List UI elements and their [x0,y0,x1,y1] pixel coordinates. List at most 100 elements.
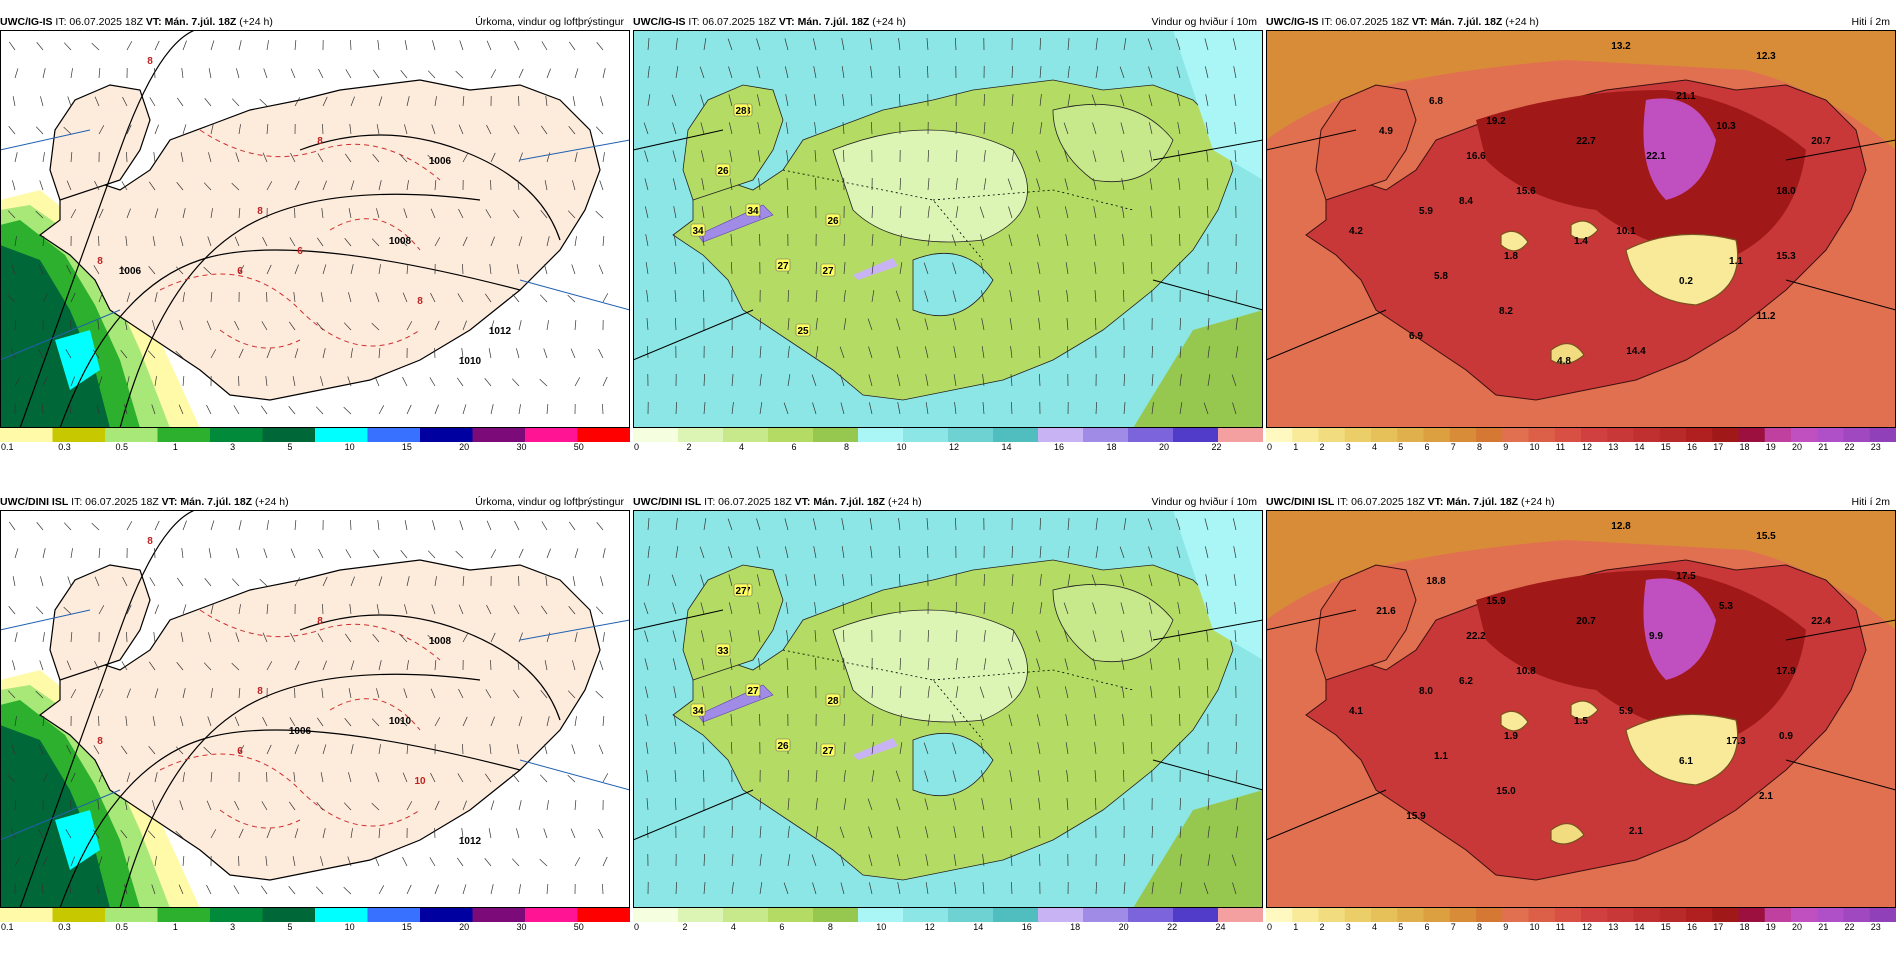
colorbar-swatch [473,908,526,922]
colorbar-swatch [1292,908,1319,922]
temperature-label: 10.3 [1716,121,1736,132]
colorbar-swatch [1128,908,1174,922]
colorbar-swatch [813,908,859,922]
colorbar-swatch [1128,428,1174,442]
temperature-label: 16.6 [1466,151,1486,162]
panel-header: UWC/IG-IS IT: 06.07.2025 18Z VT: Mán. 7.… [633,14,1263,30]
temperature-label: 6.8 [1429,96,1443,107]
temperature-label: 8.0 [1419,686,1433,697]
colorbar-swatch [420,428,473,442]
temperature-label: 11.2 [1757,311,1776,322]
lead-time: (+24 h) [885,496,921,508]
colorbar-tick-label: 5 [287,442,292,452]
gust-label: 26 [777,741,789,752]
temp-colorbar [1266,908,1896,922]
colorbar-swatch [948,908,994,922]
precip-colorbar [0,908,630,922]
lead-time: (+24 h) [1518,496,1554,508]
colorbar-swatch [633,908,679,922]
temperature-label: 6.9 [1409,331,1423,342]
colorbar-tick-label: 16 [1054,442,1064,452]
colorbar-swatch [1397,908,1424,922]
colorbar-tick-label: 50 [574,922,584,932]
colorbar-tick-label: 3 [1346,922,1351,932]
colorbar-swatch [1634,428,1661,442]
colorbar-tick-label: 11 [1556,442,1565,452]
colorbar-swatch [1266,908,1293,922]
temperature-label: 19.2 [1486,116,1506,127]
colorbar-tick-label: 7 [1451,922,1456,932]
colorbar-tick-label: 22 [1845,922,1855,932]
init-time: IT: 06.07.2025 18Z [701,496,794,508]
colorbar-swatch [993,908,1039,922]
colorbar-swatch [1476,428,1503,442]
model-name: UWC/IG-IS [1266,16,1319,28]
temperature-label: 1.1 [1434,751,1448,762]
colorbar-tick-label: 14 [1002,442,1012,452]
temperature-label: 20.7 [1576,616,1596,627]
colorbar-tick-label: 17 [1713,922,1723,932]
colorbar-swatch [1371,908,1398,922]
temperature-label: 1.8 [1504,251,1518,262]
colorbar-tick-label: 12 [925,922,935,932]
colorbar-tick-label: 30 [516,922,526,932]
colorbar-swatch [1607,908,1634,922]
colorbar-tick-label: 8 [828,922,833,932]
colorbar-tick-label: 8 [1477,922,1482,932]
temperature-label: 8.2 [1499,306,1513,317]
contour-label: 1010 [389,716,412,727]
colorbar-tick-label: 5 [1398,442,1403,452]
colorbar-swatch [1266,428,1293,442]
contour-label: 8 [317,136,323,147]
colorbar-tick-label: 0.5 [116,922,129,932]
colorbar-swatch [53,908,106,922]
temperature-label: 9.9 [1649,631,1663,642]
panel-header: UWC/DINI ISL IT: 06.07.2025 18Z VT: Mán.… [1266,494,1896,510]
temperature-label: 10.8 [1516,666,1536,677]
colorbar-swatch [1555,428,1582,442]
wind-map-canvas: 282826343426272725 [633,30,1263,428]
colorbar-tick-label: 21 [1818,922,1828,932]
colorbar-tick-label: 15 [1661,442,1671,452]
temperature-label: 17.5 [1676,571,1696,582]
colorbar-tick-label: 2 [1320,922,1325,932]
colorbar-swatch [1765,428,1792,442]
colorbar-swatch [1397,428,1424,442]
temperature-label: 14.4 [1626,346,1646,357]
colorbar-swatch [1173,908,1219,922]
colorbar-tick-label: 2 [687,442,692,452]
valid-time: VT: Mán. 7.júl. 18Z [795,496,885,508]
colorbar-svg [0,428,630,442]
precip-colorbar [0,428,630,442]
init-time: IT: 06.07.2025 18Z [68,496,161,508]
colorbar-tick-label: 3 [230,922,235,932]
colorbar-svg [633,428,1263,442]
colorbar-swatch [1450,908,1477,922]
temperature-label: 15.5 [1756,531,1776,542]
contour-label: 8 [317,616,323,627]
colorbar-svg [1266,428,1896,442]
temperature-label: 5.9 [1419,206,1433,217]
colorbar-tick-label: 18 [1740,922,1750,932]
colorbar-swatch [1502,428,1529,442]
temperature-label: 15.6 [1516,186,1536,197]
contour-label: 1012 [489,326,512,337]
colorbar-tick-label: 20 [1792,442,1802,452]
colorbar-tick-label: 10 [345,922,355,932]
colorbar-swatch [903,908,949,922]
colorbar-tick-label: 10 [1530,442,1540,452]
colorbar-tick-label: 10 [897,442,907,452]
contour-label: 1010 [459,356,482,367]
colorbar-tick-label: 11 [1556,922,1565,932]
colorbar-swatch [578,428,631,442]
temp-colorbar [1266,428,1896,442]
panel-header: UWC/DINI ISL IT: 06.07.2025 18Z VT: Mán.… [0,494,630,510]
contour-label: 1008 [429,636,452,647]
colorbar-swatch [1660,428,1687,442]
gust-label: 25 [797,326,809,337]
colorbar-swatch [53,428,106,442]
temperature-label: 1.9 [1504,731,1518,742]
